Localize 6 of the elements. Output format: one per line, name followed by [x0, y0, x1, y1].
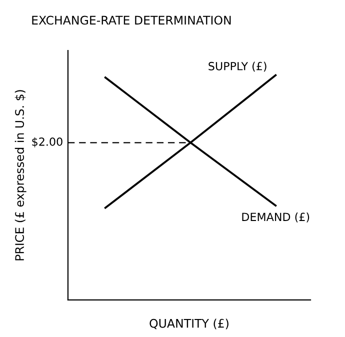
x-axis-title: QUANTITY (£): [150, 318, 228, 330]
text: $2.00: [32, 137, 62, 148]
series-label: DEMAND (£): [242, 212, 310, 222]
series-label: SUPPLY (£): [208, 62, 266, 72]
chart-title: EXCHANGE-RATE DETERMINATION: [32, 16, 231, 25]
y-axis-title: PRICE (£ expressed in U.S. $): [14, 90, 26, 260]
